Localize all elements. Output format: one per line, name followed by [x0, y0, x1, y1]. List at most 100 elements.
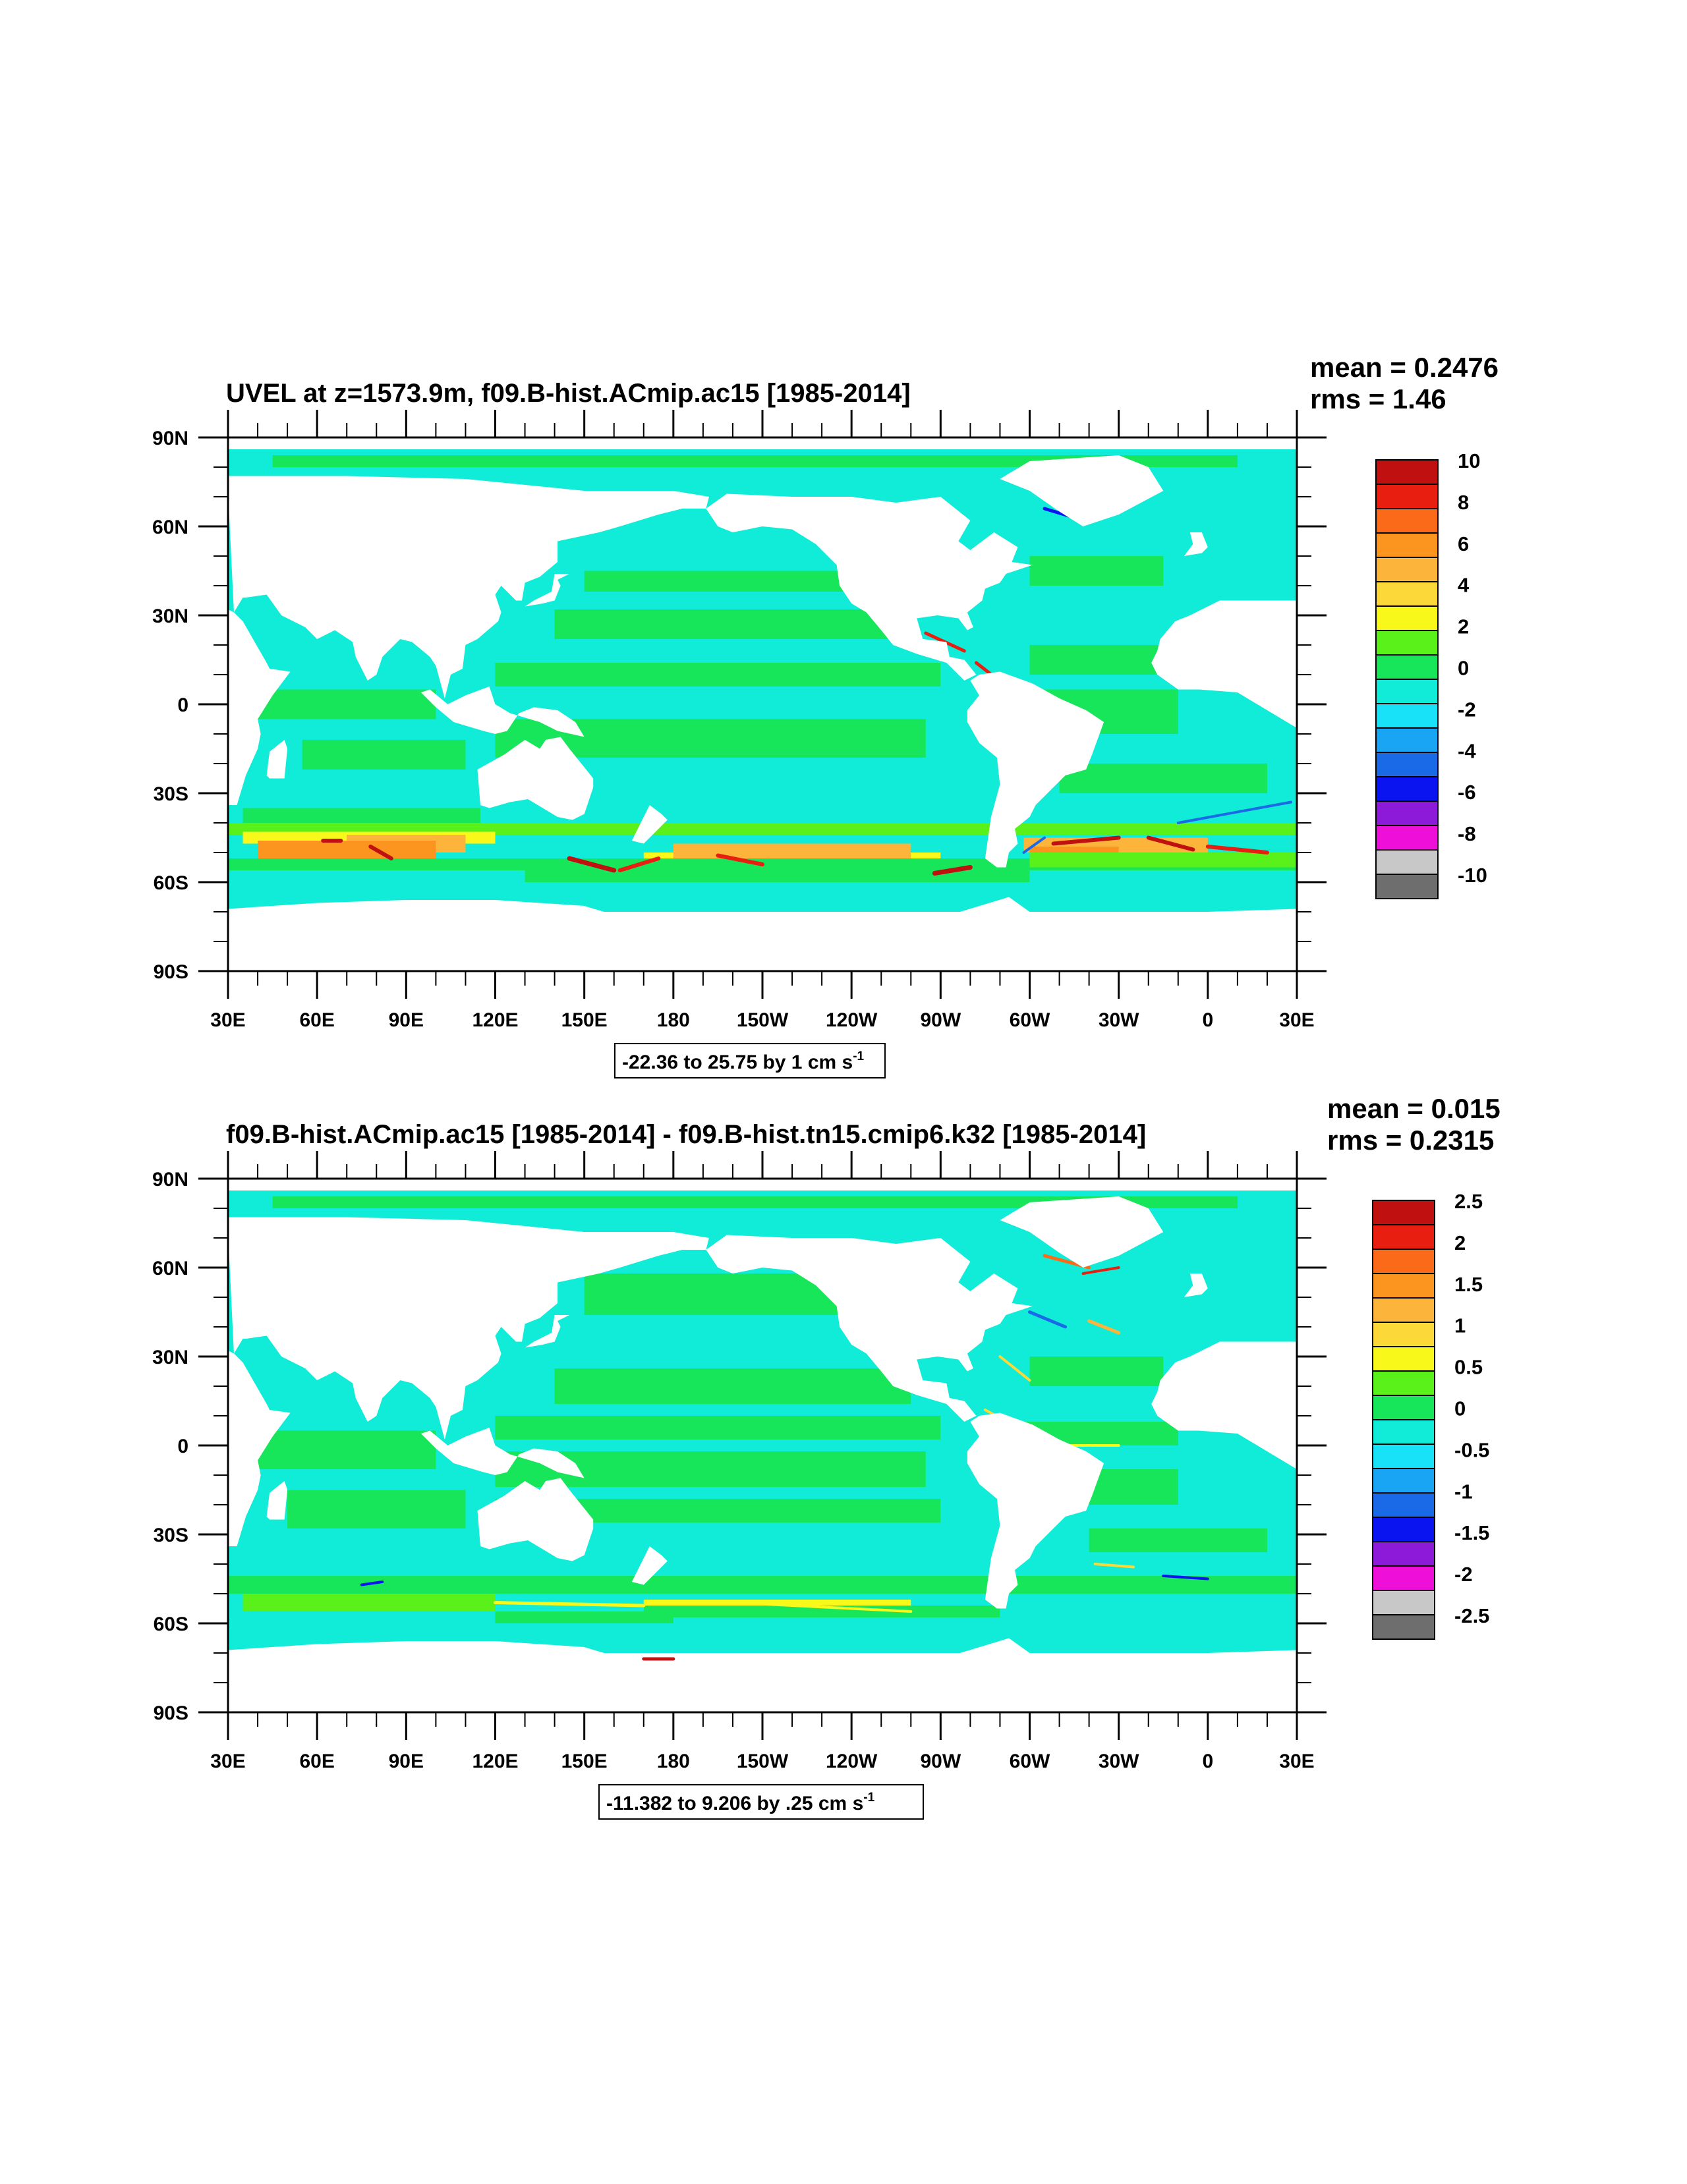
lon-tick-label: 60W [1010, 1750, 1050, 1772]
colorbar-box [1372, 1565, 1435, 1591]
land-greenland [1000, 455, 1164, 526]
colorbar-box [1372, 1517, 1435, 1542]
current-band [554, 1368, 911, 1404]
colorbar-label: 2 [1454, 1231, 1466, 1254]
current-band [584, 1327, 882, 1357]
colorbar-label: 6 [1458, 532, 1469, 555]
colorbar-box [1372, 1224, 1435, 1250]
panel-title: UVEL at z=1573.9m, f09.B-hist.ACmip.ac15… [226, 379, 911, 408]
land-n-america [706, 493, 1033, 681]
colorbar-box [1372, 1273, 1435, 1299]
current-band [287, 1490, 466, 1528]
current-streak [1146, 835, 1195, 852]
current-streak [368, 845, 393, 860]
info-box-frame [598, 1784, 924, 1820]
colorbar-box [1372, 1346, 1435, 1372]
mean-value: mean = 0.2476 [1310, 352, 1499, 383]
current-band [525, 870, 1030, 882]
current-band [495, 663, 941, 686]
top-panel: UVEL at z=1573.9m, f09.B-hist.ACmip.ac15… [152, 352, 1499, 1078]
current-streak [1051, 835, 1121, 846]
lon-tick-label: 120E [472, 1009, 518, 1031]
current-band [258, 1430, 436, 1469]
current-band [258, 689, 436, 719]
lat-tick-label: 30S [154, 783, 188, 805]
colorbar-label: 1.5 [1454, 1273, 1483, 1296]
current-streak [731, 1601, 913, 1613]
land-japan [525, 1315, 570, 1348]
colorbar-box [1375, 679, 1439, 704]
colorbar-box [1375, 874, 1439, 899]
land-gb [1184, 1274, 1208, 1297]
land-australia [477, 737, 594, 820]
colorbar: 2.5 2 1.5 1 0.5 0 -0.5 -1 -1.5 -2 -2.5 [1372, 1190, 1489, 1640]
current-band [495, 882, 1119, 894]
lon-tick-label: 30W [1099, 1750, 1139, 1772]
colorbar-box [1375, 508, 1439, 534]
colorbar-box [1375, 752, 1439, 777]
lon-tick-label: 150E [561, 1750, 608, 1772]
colorbar-box [1372, 1492, 1435, 1518]
lon-tick-label: 90E [389, 1009, 424, 1031]
current-band [643, 1606, 1000, 1617]
current-streak [1028, 1310, 1068, 1329]
current-streak [1162, 1575, 1209, 1581]
colorbar-label: -2.5 [1454, 1604, 1489, 1627]
colorbar-label: -4 [1458, 739, 1476, 762]
land-eurasia [228, 1179, 709, 1440]
current-band [584, 571, 867, 592]
svg-text:-22.36 to 25.75 by 1 cm s-1: -22.36 to 25.75 by 1 cm s-1 [622, 1050, 865, 1073]
lat-tick-label: 90S [154, 961, 188, 983]
colorbar-box [1375, 605, 1439, 631]
colorbar-box [1375, 532, 1439, 558]
contour-range: -11.382 to 9.206 by .25 cm s [606, 1793, 863, 1814]
current-band [495, 1416, 941, 1440]
land-n-america [706, 1235, 1033, 1422]
land-africa-east [1151, 600, 1297, 728]
lon-tick-label: 30W [1099, 1009, 1139, 1031]
contour-info-box: -22.36 to 25.75 by 1 cm s-1 [614, 1043, 886, 1078]
land-africa-west [228, 491, 291, 805]
land-antarctica [228, 1638, 1297, 1712]
colorbar-label: -6 [1458, 781, 1476, 804]
current-streak [1081, 1266, 1120, 1275]
current-streak [567, 856, 617, 873]
colorbar-label: 4 [1458, 574, 1470, 597]
colorbar-box [1375, 825, 1439, 851]
lon-tick-label: 120W [826, 1750, 878, 1772]
latitude-axis: 90N 60N 30N 0 30S 60S 90S [152, 1169, 1327, 1724]
current-band [1059, 764, 1267, 793]
lon-tick-label: 60W [1010, 1009, 1050, 1031]
colorbar-box [1375, 484, 1439, 509]
colorbar-box [1375, 581, 1439, 607]
lat-tick-label: 60N [152, 517, 188, 538]
colorbar-label: -8 [1458, 822, 1476, 845]
colorbar-box [1372, 1590, 1435, 1615]
panel-title: f09.B-hist.ACmip.ac15 [1985-2014] - f09.… [226, 1120, 1146, 1149]
longitude-axis: 30E 60E 90E 120E 150E 180 150W 120W 90W 60W 30W 0 30… [210, 1151, 1315, 1772]
colorbar-label: -2 [1458, 698, 1476, 721]
lat-tick-label: 0 [177, 694, 188, 716]
bottom-panel: f09.B-hist.ACmip.ac15 [1985-2014] - f09.… [152, 1093, 1501, 1820]
current-band [1089, 1576, 1297, 1588]
mean-value: mean = 0.015 [1327, 1093, 1501, 1124]
unit-exponent: -1 [853, 1050, 864, 1063]
current-streak [998, 1355, 1031, 1382]
lat-tick-label: 60N [152, 1258, 188, 1279]
current-band [1029, 853, 1297, 868]
colorbar-label: -1.5 [1454, 1521, 1489, 1544]
map-area [227, 436, 1298, 972]
lon-tick-label: 120W [826, 1009, 878, 1031]
land-japan [525, 574, 570, 607]
lon-tick-label: 180 [657, 1750, 690, 1772]
lon-tick-label: 150W [737, 1009, 789, 1031]
land-madagascar [266, 1481, 288, 1520]
lon-tick-label: 60E [299, 1750, 334, 1772]
current-band [1029, 556, 1164, 586]
lat-tick-label: 60S [154, 872, 188, 894]
land-antarctica [228, 897, 1297, 971]
current-band [1089, 1528, 1267, 1552]
colorbar-box [1372, 1419, 1435, 1445]
colorbar-box [1372, 1468, 1435, 1494]
